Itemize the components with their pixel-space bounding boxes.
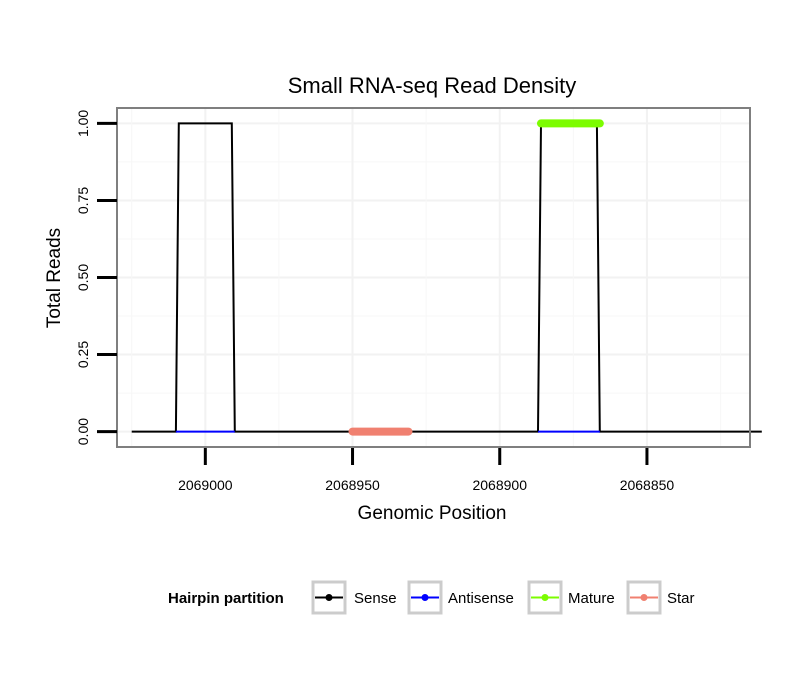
y-tick-label: 0.75 xyxy=(75,187,91,214)
x-tick-label: 2068950 xyxy=(325,477,380,493)
y-tick-label: 1.00 xyxy=(75,110,91,137)
chart-title: Small RNA-seq Read Density xyxy=(288,73,577,98)
grid xyxy=(117,108,750,447)
legend-point-antisense xyxy=(421,594,429,601)
y-axis-title: Total Reads xyxy=(44,228,65,328)
y-tick-label: 0.00 xyxy=(75,418,91,445)
y-tick-label: 0.50 xyxy=(75,264,91,291)
x-tick-label: 2069000 xyxy=(178,477,233,493)
legend-point-mature xyxy=(541,594,549,601)
x-tick-label: 2068850 xyxy=(620,477,675,493)
legend-label-mature: Mature xyxy=(568,590,615,607)
plot-data xyxy=(131,119,762,436)
legend-title: Hairpin partition xyxy=(168,590,284,607)
legend-label-sense: Sense xyxy=(354,590,397,607)
legend-label-star: Star xyxy=(667,590,695,607)
legend: Hairpin partition Sense Antisense Mature St… xyxy=(168,580,695,615)
x-tick-label: 2068900 xyxy=(472,477,527,493)
y-tick-label: 0.25 xyxy=(75,341,91,368)
x-axis-title: Genomic Position xyxy=(358,503,507,524)
legend-point-sense xyxy=(325,594,333,601)
axes: 0.00 0.25 0.50 0.75 1.00 2069000 2068950 206890… xyxy=(75,110,674,493)
legend-point-star xyxy=(640,594,648,601)
legend-label-antisense: Antisense xyxy=(448,590,514,607)
